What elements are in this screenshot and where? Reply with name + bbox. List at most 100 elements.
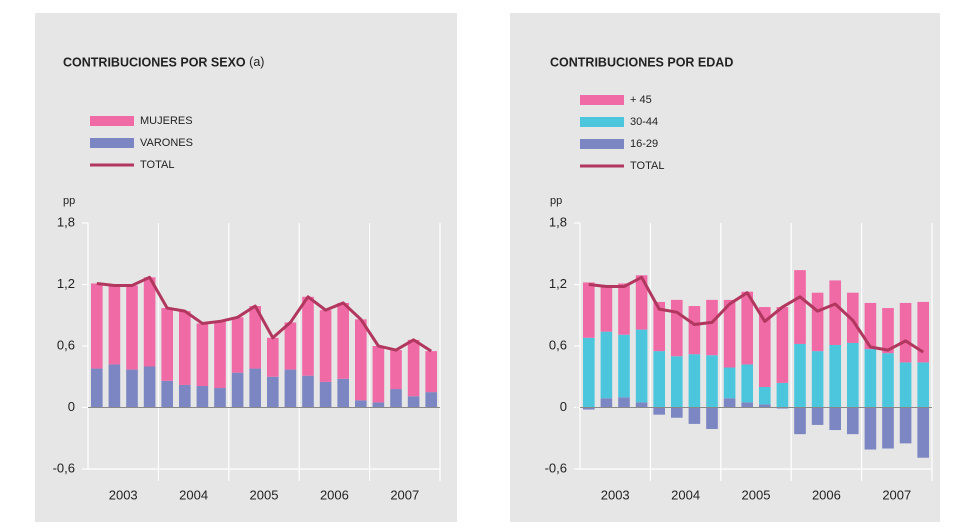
bar <box>794 407 806 435</box>
bar <box>741 364 754 403</box>
y-tick-label: -0,6 <box>53 460 75 475</box>
bar <box>337 378 350 408</box>
y-tick-label: 0,6 <box>57 337 75 352</box>
legend-label: MUJERES <box>140 115 193 127</box>
bar <box>882 308 894 354</box>
x-tick-label: 2005 <box>742 487 771 502</box>
bar <box>829 280 842 345</box>
bar <box>794 343 806 408</box>
bar <box>214 321 226 389</box>
bar <box>600 285 613 332</box>
bar <box>231 317 244 373</box>
bar <box>688 354 701 408</box>
bar <box>178 311 191 385</box>
y-unit: pp <box>550 195 562 207</box>
y-tick-label: -0,6 <box>545 460 567 475</box>
legend-swatch <box>90 116 134 126</box>
bar <box>899 302 912 363</box>
bar <box>829 344 842 408</box>
bar <box>670 299 683 357</box>
bar <box>758 307 771 387</box>
bar <box>600 398 613 408</box>
bar <box>178 384 191 408</box>
bar <box>706 407 718 430</box>
bar <box>706 299 718 356</box>
bar <box>899 362 912 408</box>
bar <box>266 337 279 377</box>
bar <box>723 367 736 399</box>
bar <box>582 337 595 408</box>
title-note: (a) <box>249 55 264 69</box>
bar <box>284 322 297 370</box>
x-tick-label: 2003 <box>109 487 138 502</box>
bar <box>319 310 332 382</box>
bar <box>372 402 385 408</box>
legend-label: + 45 <box>630 94 652 106</box>
bar <box>354 400 367 408</box>
bar <box>882 353 894 408</box>
x-tick-label: 2003 <box>601 487 630 502</box>
bar <box>407 396 420 408</box>
bar <box>864 302 877 350</box>
bar <box>284 369 297 408</box>
bar <box>108 285 121 365</box>
bar <box>161 308 174 381</box>
x-tick-label: 2004 <box>671 487 700 502</box>
bar <box>90 368 103 408</box>
bar <box>582 282 595 338</box>
y-tick-label: 1,2 <box>57 276 75 291</box>
bar <box>758 404 771 408</box>
bar <box>653 407 666 415</box>
bar <box>706 355 718 408</box>
bar <box>425 392 438 408</box>
bar <box>776 407 789 409</box>
bar <box>670 407 683 418</box>
bar <box>811 351 824 408</box>
bar <box>776 307 789 383</box>
bar <box>917 362 930 408</box>
panel <box>35 13 457 522</box>
bar <box>794 270 806 344</box>
bar <box>917 301 930 363</box>
bar <box>108 364 121 408</box>
legend-swatch <box>580 117 624 127</box>
bar <box>302 296 314 376</box>
bar <box>390 350 402 390</box>
x-tick-label: 2006 <box>812 487 841 502</box>
chart-title: CONTRIBUCIONES POR SEXO (a) <box>63 55 264 69</box>
bar <box>723 398 736 408</box>
bar <box>319 381 332 408</box>
bar <box>846 292 859 343</box>
bar <box>670 356 683 408</box>
bar <box>618 334 630 398</box>
bar <box>407 339 420 397</box>
x-tick-label: 2007 <box>882 487 911 502</box>
bar <box>776 382 789 408</box>
bar <box>758 387 771 405</box>
bar <box>653 301 666 352</box>
x-tick-label: 2006 <box>320 487 349 502</box>
legend-label: 30-44 <box>630 116 658 128</box>
bar <box>249 368 262 408</box>
bar <box>214 388 226 408</box>
bar <box>864 349 877 408</box>
total-line <box>96 275 433 353</box>
bar <box>688 306 701 355</box>
bar <box>600 331 613 399</box>
y-unit: pp <box>63 195 75 207</box>
bar <box>653 351 666 408</box>
y-tick-label: 0 <box>560 399 567 414</box>
y-tick-label: 0 <box>68 399 75 414</box>
bar <box>143 366 156 408</box>
x-tick-label: 2007 <box>390 487 419 502</box>
bar <box>302 375 314 408</box>
legend-label: 16-29 <box>630 138 658 150</box>
bar <box>846 342 859 408</box>
bar <box>635 275 648 330</box>
legend-label: TOTAL <box>630 160 664 172</box>
bar <box>90 283 103 369</box>
legend-label: VARONES <box>140 137 193 149</box>
x-tick-label: 2005 <box>250 487 279 502</box>
y-tick-label: 1,2 <box>549 276 567 291</box>
